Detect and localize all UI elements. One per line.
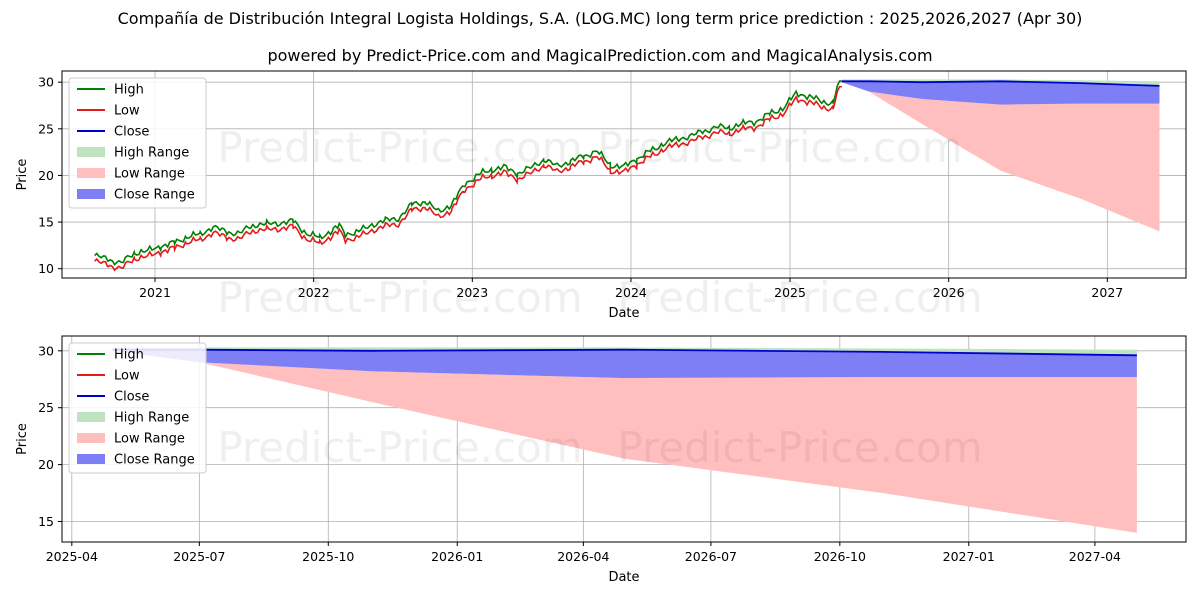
y-tick-label: 15 bbox=[38, 215, 54, 230]
high-range-area bbox=[841, 79, 1160, 86]
x-tick-label: 2022 bbox=[298, 285, 330, 300]
y-axis-label: Price bbox=[15, 423, 30, 455]
legend-swatch bbox=[77, 454, 105, 464]
legend-label: Low Range bbox=[114, 167, 185, 182]
chart-panel-2: 2025-04 2025-07 2025-10 2026-01 2026-04 2026-… bbox=[15, 335, 1187, 585]
legend: High Low Close High Range Low Range Close Ran… bbox=[68, 77, 207, 209]
legend-swatch bbox=[77, 433, 105, 443]
x-tick-label: 2023 bbox=[456, 285, 488, 300]
y-tick-label: 25 bbox=[38, 400, 54, 415]
y-tick-label: 20 bbox=[38, 457, 54, 472]
y-axis-label: Price bbox=[15, 159, 30, 191]
watermark: Predict-Price.com bbox=[597, 123, 962, 172]
y-tick-label: 15 bbox=[38, 514, 54, 529]
legend-label: High Range bbox=[114, 411, 189, 426]
chart-title: Compañía de Distribución Integral Logist… bbox=[117, 9, 1083, 28]
close-range-area bbox=[112, 349, 1137, 379]
x-tick-label: 2026-01 bbox=[431, 549, 483, 564]
x-axis-label: Date bbox=[608, 570, 639, 585]
y-tick-label: 10 bbox=[38, 261, 54, 276]
high-range-area bbox=[112, 347, 1137, 356]
chart-subtitle: powered by Predict-Price.com and Magical… bbox=[267, 46, 933, 65]
legend-label: Close bbox=[114, 390, 149, 405]
x-tick-label: 2026-10 bbox=[814, 549, 866, 564]
legend-label: Close Range bbox=[114, 188, 195, 203]
x-tick-label: 2025-10 bbox=[302, 549, 354, 564]
legend-label: Close Range bbox=[114, 453, 195, 468]
legend-label: High Range bbox=[114, 146, 189, 161]
x-tick-label: 2026-07 bbox=[685, 549, 737, 564]
x-tick-label: 2026 bbox=[933, 285, 965, 300]
x-axis-label: Date bbox=[608, 306, 639, 321]
watermark: Predict-Price.com bbox=[217, 123, 582, 172]
low-range-area bbox=[112, 350, 1137, 533]
y-tick-label: 30 bbox=[38, 343, 54, 358]
legend: High Low Close High Range Low Range Close Ran… bbox=[68, 342, 207, 474]
chart-panel-1: 2021 2022 2023 2024 2025 2026 20271015202530Da… bbox=[15, 70, 1187, 321]
y-tick-label: 30 bbox=[38, 75, 54, 90]
x-tick-label: 2027 bbox=[1091, 285, 1123, 300]
x-tick-label: 2025-07 bbox=[173, 549, 225, 564]
low-range-area bbox=[841, 82, 1160, 232]
axes-frame bbox=[61, 70, 1187, 279]
legend-swatch bbox=[77, 147, 105, 157]
legend-label: Low Range bbox=[114, 432, 185, 447]
legend-swatch bbox=[77, 189, 105, 199]
legend-label: High bbox=[114, 83, 144, 98]
x-tick-label: 2021 bbox=[139, 285, 171, 300]
watermark: Predict-Price.com bbox=[617, 273, 982, 322]
close-range-area bbox=[841, 81, 1160, 105]
high-series-line bbox=[94, 80, 842, 266]
low-series-line bbox=[94, 85, 842, 272]
axes-frame bbox=[61, 335, 1187, 543]
legend-swatch bbox=[77, 412, 105, 422]
legend-swatch bbox=[77, 168, 105, 178]
legend-label: Low bbox=[114, 104, 140, 119]
y-tick-label: 20 bbox=[38, 168, 54, 183]
legend-label: Close bbox=[114, 125, 149, 140]
watermark: Predict-Price.com bbox=[617, 423, 982, 472]
x-tick-label: 2025 bbox=[774, 285, 806, 300]
legend-label: Low bbox=[114, 369, 140, 384]
watermark: Predict-Price.com bbox=[217, 273, 582, 322]
x-tick-label: 2027-01 bbox=[943, 549, 995, 564]
x-tick-label: 2027-04 bbox=[1069, 549, 1121, 564]
legend-label: High bbox=[114, 348, 144, 363]
x-tick-label: 2024 bbox=[615, 285, 647, 300]
close-series-line bbox=[841, 80, 1160, 87]
x-tick-label: 2026-04 bbox=[557, 549, 609, 564]
y-tick-label: 25 bbox=[38, 121, 54, 136]
watermark: Predict-Price.com bbox=[217, 423, 582, 472]
x-tick-label: 2025-04 bbox=[46, 549, 98, 564]
